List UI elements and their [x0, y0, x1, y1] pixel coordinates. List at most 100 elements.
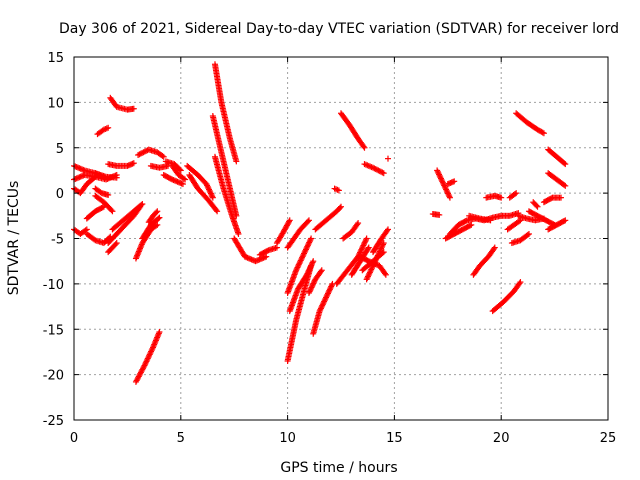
data-point [382, 271, 389, 278]
series-arc-28 [209, 112, 240, 219]
data-point [364, 274, 371, 281]
data-point [113, 174, 120, 181]
data-point [140, 149, 147, 156]
data-point [143, 147, 150, 154]
data-point [298, 256, 305, 263]
series-arc-42 [338, 110, 368, 151]
series-arc-29 [211, 153, 242, 237]
data-point [326, 287, 333, 294]
series-arc-67 [545, 146, 569, 168]
series-arc-24 [169, 162, 189, 183]
y-axis-label: SDTVAR / TECUs [6, 181, 22, 296]
data-point [179, 181, 186, 188]
data-point [355, 220, 362, 227]
data-point [539, 129, 546, 136]
series-arc-53 [429, 210, 443, 218]
data-point [306, 288, 313, 295]
data-point [435, 170, 442, 177]
data-point [364, 245, 371, 252]
data-point [109, 208, 116, 215]
series-arc-52 [444, 178, 458, 188]
data-point [437, 175, 444, 182]
data-point [153, 222, 160, 229]
x-axis-label: GPS time / hours [280, 460, 397, 476]
data-point [356, 250, 363, 257]
data-point [323, 293, 330, 300]
data-point [214, 208, 221, 215]
data-point [324, 291, 331, 298]
series-arc-26 [186, 171, 221, 215]
data-point [306, 239, 313, 246]
data-point [517, 279, 524, 286]
data-point [305, 269, 312, 276]
data-point [378, 245, 385, 252]
data-point [336, 204, 343, 211]
data-point [286, 218, 293, 225]
data-point [354, 221, 361, 228]
data-point [317, 305, 324, 312]
x-tick-label: 20 [493, 431, 510, 446]
data-point [360, 143, 367, 150]
data-point [308, 262, 315, 269]
data-point [308, 284, 315, 291]
data-point [364, 273, 371, 280]
data-point [371, 165, 378, 172]
data-point [142, 361, 149, 368]
data-point [208, 191, 215, 198]
x-tick-label: 5 [177, 431, 185, 446]
series-arc-43 [333, 235, 370, 287]
data-point [141, 362, 148, 369]
data-point [335, 187, 342, 194]
data-point [441, 183, 448, 190]
series-arc-69 [545, 217, 569, 233]
data-point [297, 258, 304, 265]
data-points [71, 61, 569, 385]
data-point [130, 105, 137, 112]
series-arc-54 [442, 221, 475, 242]
series-arc-50 [384, 155, 391, 162]
y-tick-label: 5 [56, 142, 64, 157]
data-point [446, 194, 453, 201]
series-arc-32 [273, 217, 293, 247]
data-point [180, 175, 187, 182]
series-arc-25 [184, 162, 216, 201]
data-point [308, 260, 315, 267]
data-point [299, 253, 306, 260]
data-point [324, 290, 331, 297]
data-point [317, 306, 324, 313]
data-point [108, 207, 115, 214]
data-point [444, 189, 451, 196]
series-arc-17 [139, 214, 163, 242]
data-point [205, 185, 212, 192]
data-point [379, 250, 386, 257]
data-point [443, 186, 450, 193]
data-point [562, 182, 569, 189]
data-point [207, 189, 214, 196]
data-point [213, 207, 220, 214]
data-point [368, 265, 375, 272]
data-point [361, 144, 368, 151]
series-arc-14 [105, 203, 144, 247]
y-tick-label: -25 [43, 414, 64, 429]
data-point [146, 352, 153, 359]
data-point [130, 160, 137, 167]
data-point [327, 284, 334, 291]
data-point [141, 148, 148, 155]
data-point [323, 294, 330, 301]
data-point [380, 249, 387, 256]
data-point [365, 244, 372, 251]
data-point [513, 190, 520, 197]
data-point [445, 190, 452, 197]
chart-title: Day 306 of 2021, Sidereal Day-to-day VTE… [59, 21, 619, 37]
data-point [293, 267, 300, 274]
data-point [136, 151, 143, 158]
data-point [305, 240, 312, 247]
series-arc-39 [312, 203, 344, 233]
data-point [99, 204, 106, 211]
data-point [318, 304, 325, 311]
data-point [297, 257, 304, 264]
data-point [160, 153, 167, 160]
data-point [203, 181, 210, 188]
data-point [379, 169, 386, 176]
data-point [360, 242, 367, 249]
